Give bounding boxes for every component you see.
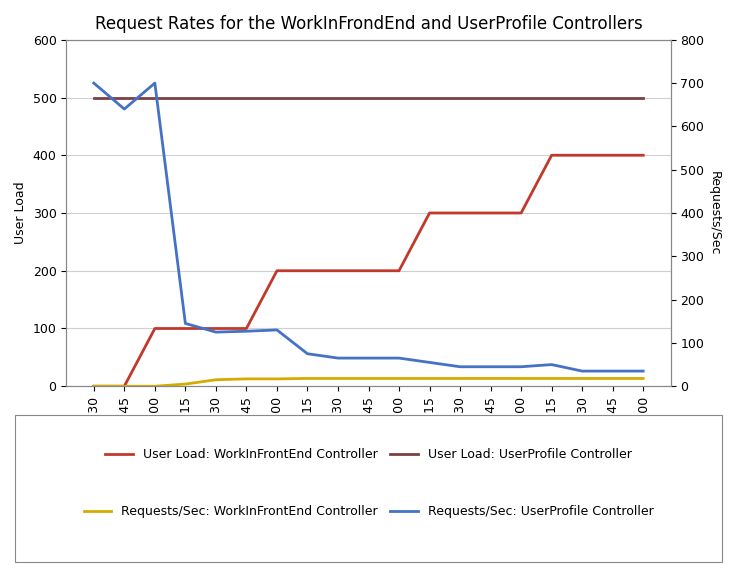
Requests/Sec: WorkInFrontEnd Controller: (18, 18): WorkInFrontEnd Controller: (18, 18)	[639, 375, 648, 382]
Requests/Sec: UserProfile Controller: (2, 700): UserProfile Controller: (2, 700)	[150, 80, 159, 86]
User Load: WorkInFrontEnd Controller: (7, 200): WorkInFrontEnd Controller: (7, 200)	[303, 268, 312, 274]
User Load: UserProfile Controller: (11, 500): UserProfile Controller: (11, 500)	[425, 94, 434, 101]
Requests/Sec: UserProfile Controller: (3, 145): UserProfile Controller: (3, 145)	[181, 320, 190, 327]
User Load: WorkInFrontEnd Controller: (5, 100): WorkInFrontEnd Controller: (5, 100)	[242, 325, 251, 332]
Requests/Sec: WorkInFrontEnd Controller: (9, 18): WorkInFrontEnd Controller: (9, 18)	[364, 375, 373, 382]
User Load: WorkInFrontEnd Controller: (1, 0): WorkInFrontEnd Controller: (1, 0)	[120, 383, 129, 390]
Requests/Sec: UserProfile Controller: (8, 65): UserProfile Controller: (8, 65)	[334, 354, 343, 361]
User Load: WorkInFrontEnd Controller: (12, 300): WorkInFrontEnd Controller: (12, 300)	[455, 210, 464, 216]
User Load: WorkInFrontEnd Controller: (0, 0): WorkInFrontEnd Controller: (0, 0)	[89, 383, 98, 390]
Requests/Sec: UserProfile Controller: (11, 55): UserProfile Controller: (11, 55)	[425, 359, 434, 366]
Requests/Sec: UserProfile Controller: (16, 35): UserProfile Controller: (16, 35)	[578, 367, 587, 374]
Requests/Sec: WorkInFrontEnd Controller: (1, 0): WorkInFrontEnd Controller: (1, 0)	[120, 383, 129, 390]
User Load: UserProfile Controller: (10, 500): UserProfile Controller: (10, 500)	[394, 94, 403, 101]
User Load: WorkInFrontEnd Controller: (18, 400): WorkInFrontEnd Controller: (18, 400)	[639, 152, 648, 158]
Requests/Sec: WorkInFrontEnd Controller: (11, 18): WorkInFrontEnd Controller: (11, 18)	[425, 375, 434, 382]
Line: Requests/Sec: WorkInFrontEnd Controller: Requests/Sec: WorkInFrontEnd Controller	[94, 378, 643, 386]
User Load: UserProfile Controller: (0, 500): UserProfile Controller: (0, 500)	[89, 94, 98, 101]
User Load: WorkInFrontEnd Controller: (13, 300): WorkInFrontEnd Controller: (13, 300)	[486, 210, 495, 216]
Requests/Sec: UserProfile Controller: (5, 127): UserProfile Controller: (5, 127)	[242, 328, 251, 335]
User Load: UserProfile Controller: (2, 500): UserProfile Controller: (2, 500)	[150, 94, 159, 101]
Requests/Sec: UserProfile Controller: (18, 35): UserProfile Controller: (18, 35)	[639, 367, 648, 374]
User Load: UserProfile Controller: (9, 500): UserProfile Controller: (9, 500)	[364, 94, 373, 101]
User Load: WorkInFrontEnd Controller: (10, 200): WorkInFrontEnd Controller: (10, 200)	[394, 268, 403, 274]
User Load: WorkInFrontEnd Controller: (16, 400): WorkInFrontEnd Controller: (16, 400)	[578, 152, 587, 158]
User Load: WorkInFrontEnd Controller: (9, 200): WorkInFrontEnd Controller: (9, 200)	[364, 268, 373, 274]
Line: User Load: WorkInFrontEnd Controller: User Load: WorkInFrontEnd Controller	[94, 155, 643, 386]
User Load: WorkInFrontEnd Controller: (11, 300): WorkInFrontEnd Controller: (11, 300)	[425, 210, 434, 216]
Requests/Sec: UserProfile Controller: (9, 65): UserProfile Controller: (9, 65)	[364, 354, 373, 361]
Requests/Sec: WorkInFrontEnd Controller: (4, 15): WorkInFrontEnd Controller: (4, 15)	[212, 377, 220, 383]
Legend: Requests/Sec: WorkInFrontEnd Controller, Requests/Sec: UserProfile Controller: Requests/Sec: WorkInFrontEnd Controller,…	[80, 502, 657, 522]
User Load: WorkInFrontEnd Controller: (3, 100): WorkInFrontEnd Controller: (3, 100)	[181, 325, 190, 332]
Requests/Sec: UserProfile Controller: (12, 45): UserProfile Controller: (12, 45)	[455, 364, 464, 370]
Requests/Sec: UserProfile Controller: (1, 640): UserProfile Controller: (1, 640)	[120, 106, 129, 112]
Requests/Sec: UserProfile Controller: (0, 700): UserProfile Controller: (0, 700)	[89, 80, 98, 86]
User Load: UserProfile Controller: (13, 500): UserProfile Controller: (13, 500)	[486, 94, 495, 101]
User Load: WorkInFrontEnd Controller: (15, 400): WorkInFrontEnd Controller: (15, 400)	[547, 152, 556, 158]
Requests/Sec: WorkInFrontEnd Controller: (6, 17): WorkInFrontEnd Controller: (6, 17)	[273, 375, 282, 382]
Requests/Sec: WorkInFrontEnd Controller: (15, 18): WorkInFrontEnd Controller: (15, 18)	[547, 375, 556, 382]
Requests/Sec: WorkInFrontEnd Controller: (0, 0): WorkInFrontEnd Controller: (0, 0)	[89, 383, 98, 390]
User Load: WorkInFrontEnd Controller: (17, 400): WorkInFrontEnd Controller: (17, 400)	[608, 152, 617, 158]
Requests/Sec: UserProfile Controller: (15, 50): UserProfile Controller: (15, 50)	[547, 361, 556, 368]
User Load: UserProfile Controller: (3, 500): UserProfile Controller: (3, 500)	[181, 94, 190, 101]
Requests/Sec: UserProfile Controller: (14, 45): UserProfile Controller: (14, 45)	[517, 364, 525, 370]
Requests/Sec: WorkInFrontEnd Controller: (12, 18): WorkInFrontEnd Controller: (12, 18)	[455, 375, 464, 382]
User Load: UserProfile Controller: (7, 500): UserProfile Controller: (7, 500)	[303, 94, 312, 101]
Requests/Sec: UserProfile Controller: (17, 35): UserProfile Controller: (17, 35)	[608, 367, 617, 374]
Requests/Sec: UserProfile Controller: (7, 75): UserProfile Controller: (7, 75)	[303, 350, 312, 357]
User Load: UserProfile Controller: (18, 500): UserProfile Controller: (18, 500)	[639, 94, 648, 101]
User Load: WorkInFrontEnd Controller: (14, 300): WorkInFrontEnd Controller: (14, 300)	[517, 210, 525, 216]
Requests/Sec: WorkInFrontEnd Controller: (16, 18): WorkInFrontEnd Controller: (16, 18)	[578, 375, 587, 382]
User Load: UserProfile Controller: (4, 500): UserProfile Controller: (4, 500)	[212, 94, 220, 101]
User Load: UserProfile Controller: (15, 500): UserProfile Controller: (15, 500)	[547, 94, 556, 101]
User Load: UserProfile Controller: (6, 500): UserProfile Controller: (6, 500)	[273, 94, 282, 101]
Y-axis label: Requests/Sec: Requests/Sec	[708, 171, 721, 255]
User Load: UserProfile Controller: (16, 500): UserProfile Controller: (16, 500)	[578, 94, 587, 101]
Requests/Sec: WorkInFrontEnd Controller: (14, 18): WorkInFrontEnd Controller: (14, 18)	[517, 375, 525, 382]
User Load: UserProfile Controller: (17, 500): UserProfile Controller: (17, 500)	[608, 94, 617, 101]
Requests/Sec: UserProfile Controller: (13, 45): UserProfile Controller: (13, 45)	[486, 364, 495, 370]
Requests/Sec: WorkInFrontEnd Controller: (10, 18): WorkInFrontEnd Controller: (10, 18)	[394, 375, 403, 382]
Requests/Sec: WorkInFrontEnd Controller: (5, 17): WorkInFrontEnd Controller: (5, 17)	[242, 375, 251, 382]
User Load: WorkInFrontEnd Controller: (6, 200): WorkInFrontEnd Controller: (6, 200)	[273, 268, 282, 274]
User Load: WorkInFrontEnd Controller: (4, 100): WorkInFrontEnd Controller: (4, 100)	[212, 325, 220, 332]
Title: Request Rates for the WorkInFrondEnd and UserProfile Controllers: Request Rates for the WorkInFrondEnd and…	[94, 15, 643, 32]
Legend: User Load: WorkInFrontEnd Controller, User Load: UserProfile Controller: User Load: WorkInFrontEnd Controller, Us…	[102, 445, 635, 465]
User Load: UserProfile Controller: (12, 500): UserProfile Controller: (12, 500)	[455, 94, 464, 101]
User Load: UserProfile Controller: (8, 500): UserProfile Controller: (8, 500)	[334, 94, 343, 101]
Requests/Sec: UserProfile Controller: (10, 65): UserProfile Controller: (10, 65)	[394, 354, 403, 361]
Requests/Sec: UserProfile Controller: (6, 130): UserProfile Controller: (6, 130)	[273, 327, 282, 333]
User Load: UserProfile Controller: (14, 500): UserProfile Controller: (14, 500)	[517, 94, 525, 101]
User Load: WorkInFrontEnd Controller: (2, 100): WorkInFrontEnd Controller: (2, 100)	[150, 325, 159, 332]
Requests/Sec: UserProfile Controller: (4, 125): UserProfile Controller: (4, 125)	[212, 329, 220, 336]
Requests/Sec: WorkInFrontEnd Controller: (7, 18): WorkInFrontEnd Controller: (7, 18)	[303, 375, 312, 382]
Requests/Sec: WorkInFrontEnd Controller: (8, 18): WorkInFrontEnd Controller: (8, 18)	[334, 375, 343, 382]
Requests/Sec: WorkInFrontEnd Controller: (3, 5): WorkInFrontEnd Controller: (3, 5)	[181, 381, 190, 387]
User Load: UserProfile Controller: (1, 500): UserProfile Controller: (1, 500)	[120, 94, 129, 101]
Requests/Sec: WorkInFrontEnd Controller: (13, 18): WorkInFrontEnd Controller: (13, 18)	[486, 375, 495, 382]
User Load: UserProfile Controller: (5, 500): UserProfile Controller: (5, 500)	[242, 94, 251, 101]
Requests/Sec: WorkInFrontEnd Controller: (2, 0): WorkInFrontEnd Controller: (2, 0)	[150, 383, 159, 390]
Requests/Sec: WorkInFrontEnd Controller: (17, 18): WorkInFrontEnd Controller: (17, 18)	[608, 375, 617, 382]
Line: Requests/Sec: UserProfile Controller: Requests/Sec: UserProfile Controller	[94, 83, 643, 371]
Y-axis label: User Load: User Load	[14, 182, 27, 244]
User Load: WorkInFrontEnd Controller: (8, 200): WorkInFrontEnd Controller: (8, 200)	[334, 268, 343, 274]
